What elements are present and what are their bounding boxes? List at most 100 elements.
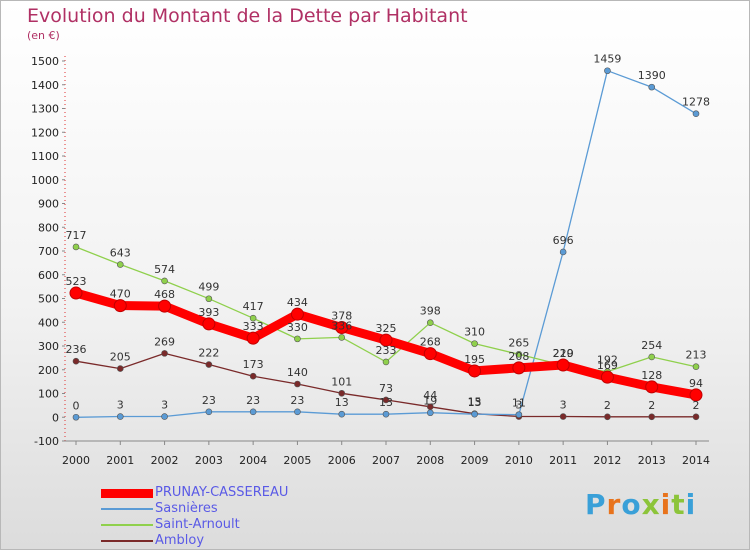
data-label-ambloy: 101	[331, 375, 352, 388]
data-label-ambloy: 2	[648, 399, 655, 412]
x-tick-label: 2003	[195, 454, 223, 467]
data-label-prunay-cassereau: 195	[464, 353, 485, 366]
logo-letter: i	[685, 488, 697, 521]
data-point-prunay-cassereau	[468, 364, 482, 378]
data-point-prunay-cassereau	[335, 320, 349, 334]
data-label-saint-arnoult: 254	[641, 339, 662, 352]
data-label-sasni-res: 11	[512, 397, 526, 410]
data-point-sasni-res	[161, 413, 168, 420]
data-point-ambloy	[382, 396, 390, 404]
data-label-sasni-res: 23	[246, 394, 260, 407]
data-point-ambloy	[205, 361, 213, 368]
data-point-prunay-cassereau	[689, 388, 703, 402]
data-label-ambloy: 15	[468, 396, 482, 409]
data-label-saint-arnoult: 213	[686, 349, 707, 362]
data-point-saint-arnoult	[692, 363, 700, 370]
data-point-sasni-res	[559, 248, 567, 256]
chart-title: Evolution du Montant de la Dette par Hab…	[27, 5, 468, 27]
data-point-sasni-res	[338, 410, 346, 418]
data-point-prunay-cassereau	[246, 331, 260, 345]
data-point-sasni-res	[471, 410, 478, 418]
data-label-saint-arnoult: 192	[597, 354, 618, 367]
data-label-prunay-cassereau: 434	[287, 296, 308, 309]
data-point-ambloy	[338, 389, 346, 397]
x-tick-label: 2004	[239, 454, 267, 467]
data-label-prunay-cassereau: 470	[110, 288, 131, 301]
data-label-saint-arnoult: 310	[464, 326, 485, 339]
y-tick-label: 0	[52, 411, 59, 424]
y-tick-label: 900	[38, 198, 59, 211]
data-point-sasni-res	[426, 409, 434, 417]
x-tick-label: 2005	[283, 454, 311, 467]
data-label-sasni-res: 23	[290, 394, 304, 407]
x-tick-label: 2011	[549, 454, 577, 467]
data-label-prunay-cassereau: 523	[66, 275, 87, 288]
logo-letter: t	[671, 488, 686, 521]
data-point-prunay-cassereau	[69, 286, 83, 300]
logo-letter: r	[606, 488, 622, 521]
data-point-ambloy	[294, 380, 301, 388]
data-point-saint-arnoult	[116, 261, 124, 268]
legend-swatch	[101, 488, 153, 498]
y-tick-label: 700	[38, 245, 59, 258]
data-label-ambloy: 3	[560, 399, 567, 412]
axes: -100 0 100 200 300 400 500 600 700 800 900 1000 1100…	[31, 55, 710, 467]
y-tick-label: 200	[38, 364, 59, 377]
y-tick-label: -100	[34, 435, 59, 448]
data-point-sasni-res	[604, 67, 611, 75]
data-label-sasni-res: 3	[117, 399, 124, 412]
x-tick-label: 2014	[682, 454, 710, 467]
data-label-prunay-cassereau: 378	[331, 309, 352, 322]
data-label-ambloy: 269	[154, 335, 175, 348]
data-point-saint-arnoult	[426, 319, 434, 327]
x-tick-label: 2008	[416, 454, 444, 467]
data-label-ambloy: 173	[243, 358, 264, 371]
data-point-prunay-cassereau	[113, 299, 127, 313]
y-tick-label: 100	[38, 388, 59, 401]
data-label-ambloy: 222	[198, 347, 219, 360]
data-label-sasni-res: 13	[335, 396, 349, 409]
data-point-ambloy	[604, 413, 611, 421]
data-point-sasni-res	[692, 110, 700, 118]
data-label-saint-arnoult: 499	[198, 281, 219, 294]
logo-letter: x	[641, 488, 661, 521]
data-label-saint-arnoult: 233	[376, 344, 397, 357]
proxiti-logo: Proxiti	[585, 488, 696, 521]
data-label-saint-arnoult: 643	[110, 247, 131, 260]
logo-letter: i	[660, 488, 672, 521]
x-tick-label: 2012	[593, 454, 621, 467]
x-tick-label: 2001	[106, 454, 134, 467]
y-tick-label: 500	[38, 293, 59, 306]
data-point-saint-arnoult	[382, 358, 390, 366]
y-tick-label: 1300	[31, 103, 59, 116]
data-point-saint-arnoult	[648, 353, 656, 361]
data-point-prunay-cassereau	[158, 299, 172, 313]
logo-letter: P	[585, 488, 607, 521]
x-tick-label: 2007	[372, 454, 400, 467]
data-label-saint-arnoult: 265	[508, 336, 529, 349]
data-label-ambloy: 236	[66, 343, 87, 356]
data-point-saint-arnoult	[249, 314, 257, 322]
logo-letter: o	[621, 488, 642, 521]
data-point-sasni-res	[72, 413, 80, 421]
data-label-sasni-res: 23	[202, 394, 216, 407]
legend-swatch	[101, 540, 153, 542]
data-label-sasni-res: 1459	[593, 53, 621, 66]
data-label-sasni-res: 3	[161, 399, 168, 412]
data-point-saint-arnoult	[294, 335, 301, 343]
data-point-ambloy	[161, 350, 168, 357]
y-tick-label: 1000	[31, 174, 59, 187]
y-tick-label: 1500	[31, 55, 59, 68]
y-tick-label: 600	[38, 269, 59, 282]
data-point-sasni-res	[382, 410, 390, 418]
data-point-sasni-res	[294, 408, 301, 416]
y-tick-label: 300	[38, 340, 59, 353]
data-point-prunay-cassereau	[379, 333, 393, 347]
data-point-saint-arnoult	[471, 340, 478, 347]
data-label-saint-arnoult: 717	[66, 229, 87, 242]
y-tick-label: 1400	[31, 79, 59, 92]
data-label-sasni-res: 696	[553, 234, 574, 247]
x-tick-label: 2010	[505, 454, 533, 467]
y-tick-label: 800	[38, 221, 59, 234]
